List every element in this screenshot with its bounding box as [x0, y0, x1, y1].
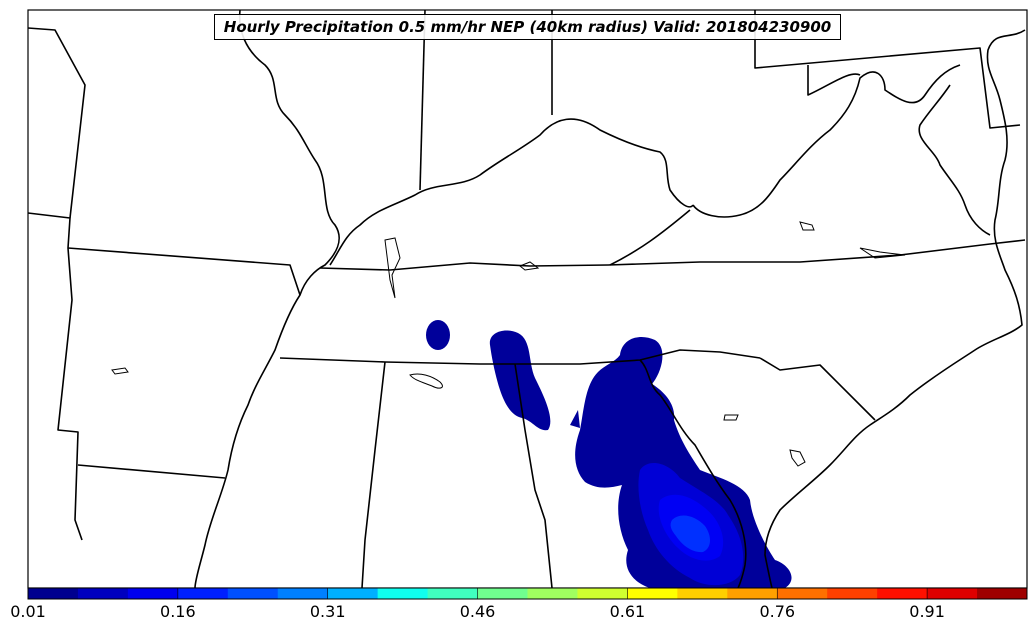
atlantic-coast: [764, 29, 1026, 589]
colorbar-segment: [127, 588, 179, 599]
colorbar-segment: [927, 588, 978, 599]
savannah-river: [639, 359, 747, 589]
md-border: [807, 65, 861, 96]
colorbar-tick-label: 0.76: [759, 602, 796, 621]
lake: [111, 367, 129, 375]
colorbar: [27, 588, 1028, 599]
colorbar-tick-label: 0.01: [10, 602, 46, 621]
lake: [789, 449, 806, 467]
precipitation-field: [426, 320, 792, 588]
colorbar-tick-label: 0.91: [909, 602, 945, 621]
colorbar-segment: [327, 588, 379, 599]
colorbar-segment: [377, 588, 429, 599]
ok-border: [27, 212, 83, 541]
colorbar-segment: [677, 588, 728, 599]
tn-ky-border: [319, 239, 1026, 271]
colorbar-segment: [827, 588, 878, 599]
ohio-river: [329, 118, 694, 266]
wv-border: [692, 64, 961, 218]
lake: [519, 261, 540, 271]
precip-blob: [570, 410, 580, 428]
map-title: Hourly Precipitation 0.5 mm/hr NEP (40km…: [214, 14, 841, 40]
tn-south-border: [279, 349, 761, 365]
map-frame: [27, 9, 1028, 589]
nc-sc-border: [759, 357, 876, 421]
lake: [723, 414, 739, 421]
il-in-border: [419, 9, 426, 191]
colorbar-segment: [177, 588, 229, 599]
colorbar-tick-label: 0.46: [459, 602, 496, 621]
al-ga-border: [514, 363, 553, 589]
lake: [409, 373, 443, 389]
precip-blob: [575, 336, 792, 588]
precip-blob: [489, 330, 551, 431]
colorbar-segment: [477, 588, 528, 599]
md-pa-border: [754, 10, 1021, 129]
mississippi-river: [194, 9, 340, 589]
colorbar-segment: [777, 588, 828, 599]
colorbar-tick-label: 0.16: [160, 602, 196, 621]
colorbar-segment: [277, 588, 329, 599]
water-features: [111, 221, 906, 467]
precip-blob-peak: [670, 515, 711, 553]
mo-ar-border: [67, 247, 301, 296]
ks-border: [27, 27, 86, 219]
chesapeake: [918, 84, 991, 236]
colorbar-frame: [27, 587, 1028, 600]
ar-la-border: [77, 464, 226, 479]
colorbar-segment: [527, 588, 578, 599]
va-nc-border: [609, 209, 691, 266]
colorbar-segment: [627, 588, 678, 599]
ms-al-border: [361, 361, 386, 589]
lake: [384, 237, 401, 299]
colorbar-segment: [977, 588, 1028, 599]
colorbar-segment: [28, 588, 79, 599]
colorbar-segment: [727, 588, 778, 599]
colorbar-segment: [77, 588, 129, 599]
colorbar-segment: [877, 588, 928, 599]
colorbar-segment: [227, 588, 279, 599]
colorbar-segment: [577, 588, 628, 599]
precip-blob: [426, 320, 450, 350]
lake: [799, 221, 815, 231]
lake: [859, 247, 906, 259]
colorbar-tick-label: 0.61: [609, 602, 646, 621]
colorbar-tick-label: 0.31: [309, 602, 346, 621]
state-boundaries: [27, 9, 1026, 589]
colorbar-segment: [427, 588, 479, 599]
